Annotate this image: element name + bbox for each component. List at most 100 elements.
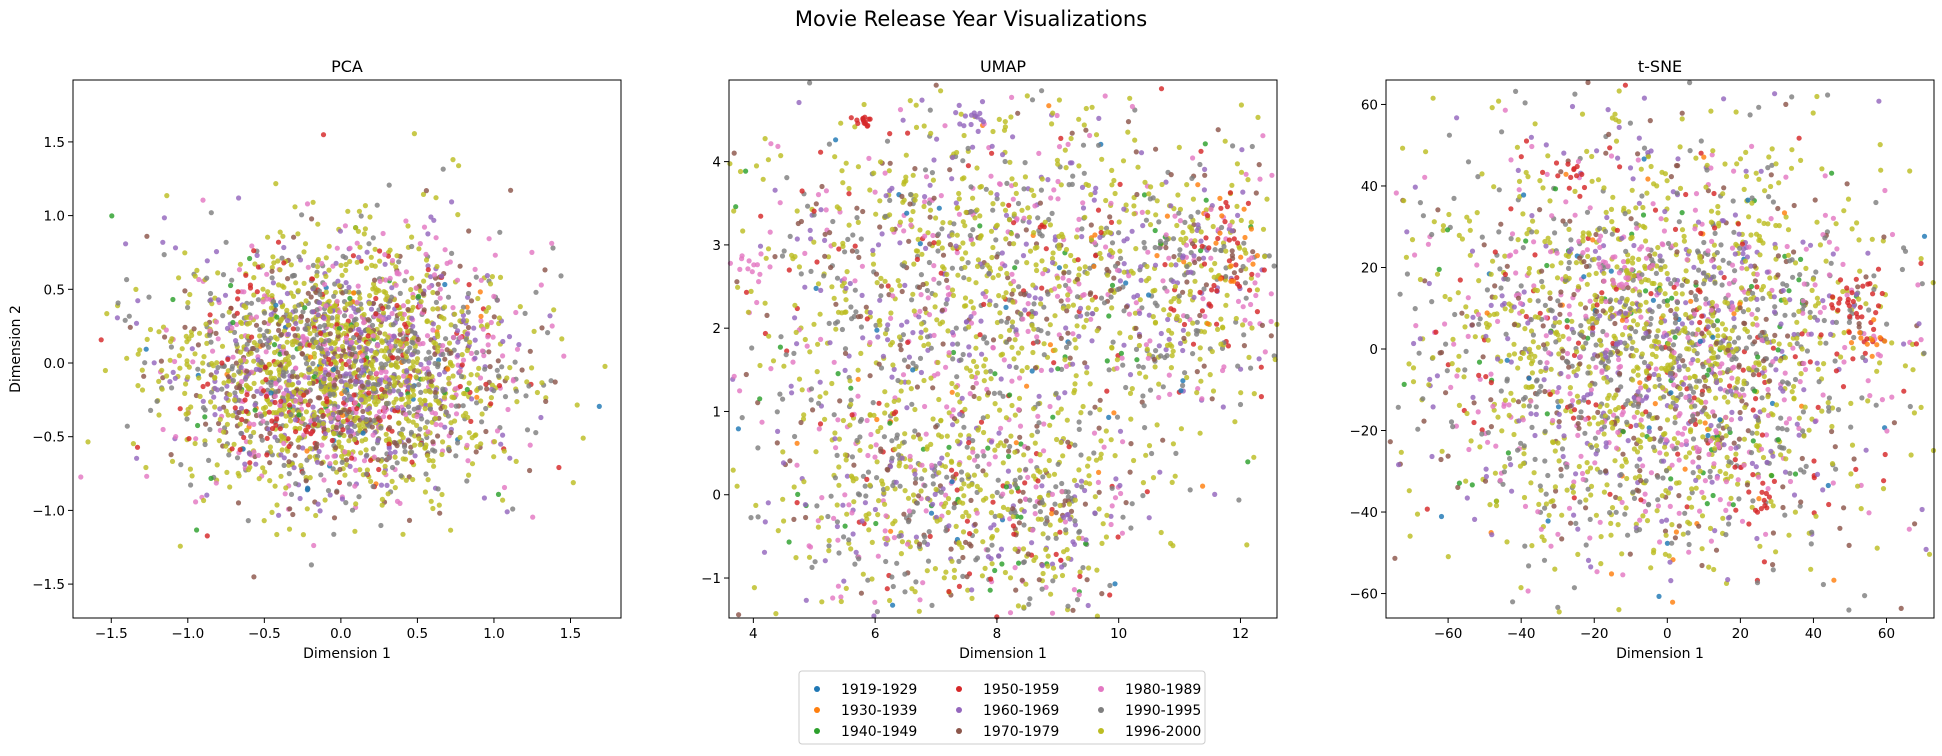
point-1996-2000 [274, 502, 280, 508]
point-1996-2000 [456, 163, 462, 169]
point-1970-1979 [1111, 275, 1117, 281]
point-1996-2000 [247, 385, 253, 392]
point-1996-2000 [884, 485, 890, 491]
point-1990-1995 [465, 290, 472, 297]
point-1996-2000 [282, 402, 288, 408]
point-1990-1995 [1149, 450, 1155, 457]
point-1970-1979 [437, 510, 443, 516]
point-1996-2000 [905, 495, 912, 501]
point-1996-2000 [1008, 489, 1015, 495]
point-1980-1989 [1062, 519, 1068, 525]
point-1996-2000 [435, 324, 442, 330]
point-1990-1995 [1079, 484, 1085, 490]
point-1996-2000 [514, 399, 520, 405]
point-1996-2000 [369, 375, 375, 381]
point-1980-1989 [78, 474, 84, 480]
point-1996-2000 [1033, 262, 1039, 268]
point-1996-2000 [414, 359, 420, 366]
point-1996-2000 [1037, 452, 1043, 458]
point-1980-1989 [494, 428, 501, 434]
point-1960-1969 [392, 449, 398, 455]
point-1970-1979 [543, 398, 549, 404]
point-1970-1979 [1065, 439, 1071, 445]
point-1996-2000 [1009, 402, 1015, 409]
point-1990-1995 [445, 413, 451, 419]
point-1996-2000 [248, 350, 254, 356]
point-1970-1979 [331, 515, 338, 521]
point-1996-2000 [1076, 467, 1082, 473]
point-1950-1959 [403, 324, 409, 330]
point-1960-1969 [887, 188, 893, 194]
point-1990-1995 [375, 382, 381, 388]
point-1996-2000 [974, 483, 980, 489]
point-1996-2000 [425, 477, 431, 483]
point-1990-1995 [310, 361, 316, 367]
point-1996-2000 [1234, 161, 1240, 167]
point-1980-1989 [255, 452, 262, 458]
point-1996-2000 [420, 376, 426, 382]
point-1990-1995 [331, 531, 337, 537]
point-1930-1939 [1111, 410, 1117, 416]
point-1990-1995 [1039, 586, 1045, 592]
point-1996-2000 [927, 207, 934, 213]
point-1996-2000 [1004, 270, 1010, 277]
point-1940-1949 [1203, 197, 1209, 203]
point-1996-2000 [990, 201, 996, 207]
point-1970-1979 [1064, 308, 1070, 314]
point-1996-2000 [378, 393, 385, 399]
point-1940-1949 [1106, 313, 1112, 319]
point-1970-1979 [1256, 162, 1262, 168]
point-1996-2000 [377, 258, 383, 264]
point-1996-2000 [792, 254, 798, 260]
point-1996-2000 [1026, 214, 1032, 220]
point-1996-2000 [370, 358, 376, 364]
point-1990-1995 [558, 273, 564, 279]
point-1960-1969 [780, 460, 787, 466]
point-1940-1949 [1134, 357, 1140, 363]
point-1996-2000 [281, 284, 287, 290]
point-1980-1989 [1248, 301, 1254, 308]
point-1960-1969 [270, 280, 276, 286]
point-1970-1979 [907, 201, 913, 207]
point-1990-1995 [409, 243, 415, 250]
point-1950-1959 [1058, 135, 1064, 141]
point-1980-1989 [986, 461, 992, 467]
point-1996-2000 [450, 373, 456, 379]
point-1970-1979 [947, 167, 953, 173]
point-1996-2000 [274, 359, 281, 365]
point-1980-1989 [380, 316, 386, 322]
point-1996-2000 [1143, 452, 1149, 458]
point-1980-1989 [437, 286, 443, 292]
point-1960-1969 [1006, 363, 1013, 369]
point-1960-1969 [796, 99, 802, 106]
point-1970-1979 [377, 330, 383, 336]
point-1970-1979 [1025, 445, 1031, 451]
point-1960-1969 [996, 553, 1002, 559]
point-1990-1995 [274, 437, 281, 444]
point-1990-1995 [784, 175, 790, 181]
point-1996-2000 [469, 461, 476, 467]
point-1980-1989 [342, 223, 348, 229]
point-1950-1959 [242, 397, 248, 403]
point-1996-2000 [410, 294, 416, 301]
point-1970-1979 [250, 345, 256, 352]
point-1990-1995 [405, 404, 412, 410]
point-1996-2000 [382, 331, 388, 337]
point-1996-2000 [1024, 93, 1030, 99]
point-1970-1979 [1069, 130, 1075, 136]
point-1980-1989 [549, 323, 555, 329]
point-1996-2000 [1007, 575, 1014, 581]
point-1970-1979 [1070, 607, 1076, 613]
point-1960-1969 [213, 369, 220, 375]
point-1996-2000 [276, 367, 282, 373]
point-1970-1979 [1259, 322, 1265, 328]
point-1996-2000 [292, 204, 298, 210]
point-1996-2000 [933, 486, 939, 492]
point-1980-1989 [1033, 484, 1039, 490]
point-1980-1989 [1012, 565, 1018, 571]
point-1990-1995 [474, 400, 480, 406]
point-1996-2000 [1198, 378, 1204, 384]
point-1919-1929 [833, 137, 839, 143]
point-1960-1969 [1002, 263, 1008, 269]
point-1996-2000 [397, 327, 403, 333]
